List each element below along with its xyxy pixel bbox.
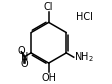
Text: HCl: HCl [76, 12, 92, 22]
Text: O: O [17, 46, 25, 56]
Text: N: N [20, 52, 28, 62]
Text: O: O [20, 59, 28, 69]
Text: OH: OH [41, 73, 56, 83]
Text: NH$_2$: NH$_2$ [73, 50, 93, 64]
Text: Cl: Cl [44, 2, 53, 12]
